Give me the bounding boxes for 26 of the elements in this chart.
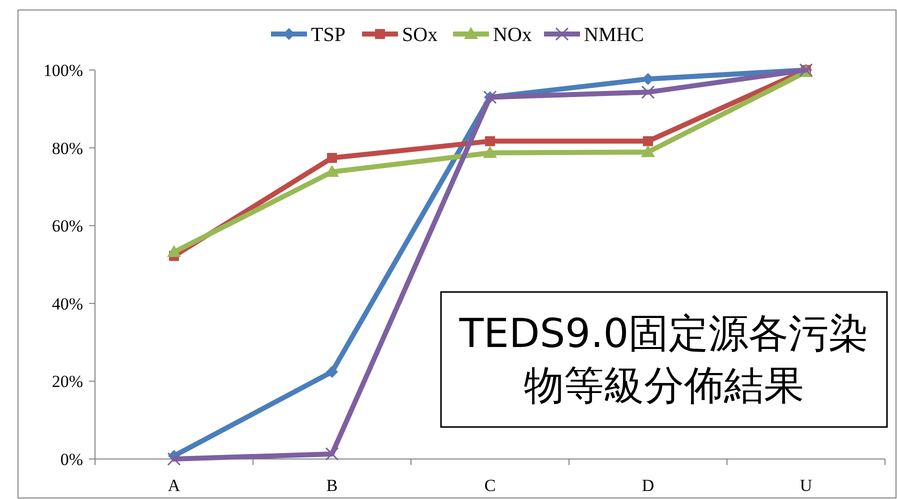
y-tick-label: 40% <box>52 294 83 314</box>
point <box>327 152 337 163</box>
point <box>641 85 655 99</box>
point <box>167 245 181 258</box>
point <box>483 146 497 158</box>
x-tick-label: D <box>642 476 654 495</box>
x-tick-label: B <box>326 476 338 495</box>
y-tick-label: 60% <box>52 216 83 236</box>
legend-label: SOx <box>402 24 438 46</box>
point <box>325 447 339 461</box>
point <box>641 145 655 158</box>
legend-label: TSP <box>311 24 346 46</box>
point <box>326 366 338 378</box>
annotation: TEDS9.0固定源各污染物等級分佈結果 <box>458 310 870 410</box>
y-tick-label: 20% <box>52 372 83 392</box>
x-tick-label: A <box>168 476 181 495</box>
y-tick-label: 100% <box>43 61 83 80</box>
legend-label: NMHC <box>584 24 644 46</box>
x-tick-label: C <box>484 476 496 495</box>
y-tick-label: 0% <box>60 450 83 469</box>
point <box>167 452 181 466</box>
legend-label: NOx <box>493 24 532 46</box>
point <box>643 136 653 146</box>
x-tick-label: U <box>800 476 812 495</box>
point <box>485 136 495 146</box>
y-tick-label: 80% <box>52 138 83 158</box>
